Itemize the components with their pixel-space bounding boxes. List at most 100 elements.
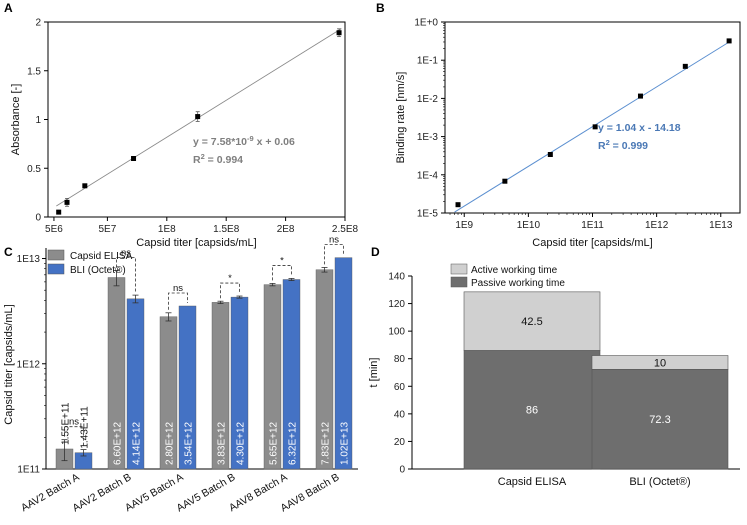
bar-value-label: 42.5 (521, 316, 542, 328)
data-point (637, 93, 643, 99)
significance-label: ns (69, 417, 79, 428)
y-axis-label: Absorbance [-] (10, 84, 22, 156)
y-tick-label: 1E13 (17, 254, 41, 265)
category-label: BLI (Octet®) (629, 476, 690, 488)
x-tick-label: 1E13 (709, 220, 733, 231)
bar-value-label: 6.60E+12 (113, 421, 124, 465)
data-point (592, 124, 598, 130)
y-tick-label: 1E-3 (417, 132, 439, 143)
x-tick-label: 1E11 (581, 220, 604, 231)
bar-value-label: 1.55E+11 (61, 402, 72, 445)
y-tick-label: 0 (35, 213, 41, 224)
legend-label: BLI (Octet®) (70, 265, 126, 276)
bar-value-label: 1.02E+13 (340, 421, 351, 465)
bar-value-label: 10 (654, 357, 666, 369)
significance-label: * (228, 273, 232, 284)
y-axis-label: Capsid titer [capsids/mL] (3, 304, 15, 424)
significance-bracket (272, 265, 292, 281)
data-point (82, 183, 88, 189)
fit-line (454, 40, 731, 213)
panel-b-loglog: 1E9 1E10 1E11 1E12 1E13 1E-5 1E-4 1E-3 1E-2 1E-1 1… (395, 18, 741, 249)
fit-equation: y = 7.58*10-9 x + 0.06 (193, 134, 295, 148)
panel-letter-d: D (371, 245, 380, 259)
x-tick-label: 1E10 (517, 220, 541, 231)
significance-label: ns (121, 247, 131, 258)
y-tick-label: 1.5 (27, 66, 41, 77)
y-tick-label: 1E12 (17, 359, 41, 370)
x-tick-label: 5E6 (45, 224, 63, 235)
category-label: AAV5 Batch B (175, 471, 238, 514)
y-tick-label: 1E-2 (417, 94, 439, 105)
x-tick-label: 5E7 (99, 224, 117, 235)
significance-bracket (64, 426, 84, 447)
y-tick-label: 0.5 (27, 164, 41, 175)
bar-value-label: 4.14E+12 (132, 421, 143, 465)
x-tick-label: 1E9 (455, 220, 473, 231)
bar-active (591, 355, 729, 370)
significance-bracket (168, 292, 188, 310)
x-tick-label: 1.5E8 (213, 224, 240, 235)
fit-equation: y = 1.04 x - 14.18 (598, 122, 681, 134)
y-tick-label: 100 (388, 327, 405, 338)
y-tick-label: 0 (399, 465, 405, 476)
y-tick-label: 1E-5 (417, 209, 439, 220)
y-tick-label: 1E-4 (417, 170, 439, 181)
r-squared: R2 = 0.994 (193, 152, 243, 166)
significance-label: ns (329, 235, 339, 246)
panel-d-stacked: 0 20 40 60 80 100 120 140 t [min] 86 42.5 Capsid EL… (368, 263, 740, 488)
significance-label: ns (173, 283, 183, 294)
legend-swatch (47, 263, 65, 275)
y-tick-label: 120 (388, 299, 405, 310)
category-label: Capsid ELISA (498, 476, 567, 488)
category-label: AAV8 Batch B (279, 471, 342, 514)
legend-swatch (450, 263, 468, 275)
bar-bli (178, 305, 197, 470)
bar-value-label: 86 (526, 405, 538, 417)
bar-value-label: 4.30E+12 (236, 421, 247, 465)
y-tick-label: 1E-1 (417, 56, 439, 67)
bar-active (463, 291, 601, 351)
legend-label: Passive working time (471, 278, 565, 289)
y-tick-label: 1 (35, 115, 41, 126)
r-squared: R2 = 0.999 (598, 138, 648, 152)
data-point (64, 199, 70, 205)
data-point (547, 151, 553, 157)
significance-bracket (116, 257, 136, 293)
plot-frame (47, 21, 346, 218)
bar-value-label: 5.65E+12 (269, 421, 280, 465)
y-tick-label: 40 (394, 409, 406, 420)
y-tick-label: 60 (394, 382, 406, 393)
legend-swatch (47, 249, 65, 261)
data-point (455, 202, 461, 208)
bar-value-label: 3.83E+12 (217, 421, 228, 465)
bar-value-label: 3.54E+12 (184, 421, 195, 465)
x-axis-label: Capsid titer [capsids/mL] (532, 237, 652, 249)
y-axis-label: Binding rate [nm/s] (395, 72, 407, 164)
x-tick-label: 2.5E8 (332, 224, 359, 235)
plot-frame (444, 21, 741, 214)
y-tick-label: 1E11 (17, 465, 40, 476)
category-label: AAV2 Batch B (71, 471, 134, 514)
data-point (336, 30, 342, 36)
bar-passive (463, 350, 601, 470)
panel-c-bars: 1E11 1E12 1E13 Capsid titer [capsids/mL] 1.5… (3, 235, 358, 514)
data-point (726, 38, 732, 44)
y-axis-label: t [min] (368, 358, 380, 388)
panel-letter-a: A (4, 1, 13, 15)
bar-passive (591, 369, 729, 470)
y-tick-label: 80 (394, 354, 406, 365)
legend-swatch (450, 276, 468, 288)
x-axis-label: Capsid titer [capsids/mL] (136, 237, 256, 249)
bar-value-label: 6.32E+12 (288, 421, 299, 465)
x-tick-label: 1E12 (645, 220, 669, 231)
x-tick-label: 1E8 (158, 224, 176, 235)
y-tick-label: 20 (394, 437, 406, 448)
panel-letter-b: B (376, 1, 385, 15)
bar-value-label: 7.83E+12 (321, 421, 332, 465)
data-point (502, 178, 508, 184)
significance-bracket (220, 282, 240, 299)
legend-label: Active working time (471, 265, 558, 276)
panel-letter-c: C (4, 245, 13, 259)
bar-value-label: 1.43E+11 (80, 406, 91, 449)
